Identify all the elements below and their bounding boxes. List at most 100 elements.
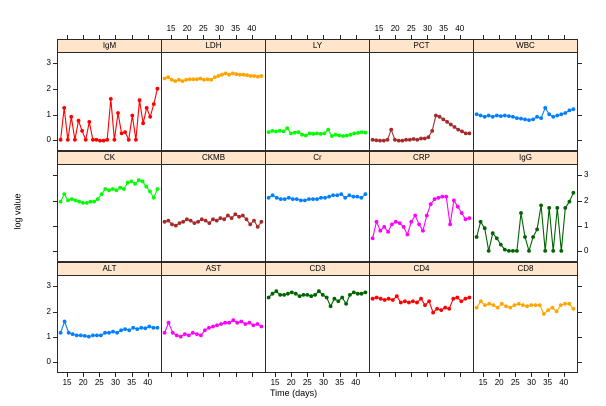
data-point — [133, 182, 137, 186]
x-tick-mark — [219, 373, 221, 377]
data-point — [363, 290, 368, 295]
data-point — [195, 332, 199, 336]
y-tick-mark — [53, 175, 57, 177]
x-tick-label: 35 — [335, 378, 345, 387]
x-tick-mark — [515, 35, 517, 39]
data-point — [203, 218, 208, 223]
y-tick-mark — [53, 89, 57, 90]
data-point — [173, 79, 178, 83]
x-tick-mark — [563, 35, 565, 39]
data-point — [255, 225, 260, 229]
data-point — [178, 334, 183, 339]
data-point — [374, 295, 379, 300]
data-point — [537, 303, 542, 307]
x-tick-mark — [443, 35, 445, 39]
data-point — [463, 296, 468, 301]
y-tick-mark — [578, 251, 582, 253]
data-point — [129, 179, 134, 184]
data-point — [248, 222, 253, 227]
data-point — [413, 213, 418, 218]
data-point — [502, 113, 507, 118]
data-point — [252, 74, 257, 78]
panel-plot-IgG — [473, 164, 578, 262]
data-point — [130, 113, 135, 118]
series-ALT — [58, 319, 160, 339]
data-point — [230, 71, 235, 76]
data-point — [155, 325, 160, 330]
x-tick-mark — [291, 373, 293, 377]
data-point — [166, 320, 171, 325]
x-tick-label: 30 — [319, 378, 328, 387]
data-point — [551, 114, 556, 119]
series-IgG — [474, 190, 576, 253]
data-point — [209, 77, 214, 82]
data-point — [539, 203, 543, 208]
x-tick-label: 40 — [455, 24, 465, 33]
data-point — [531, 117, 535, 122]
data-point — [182, 332, 187, 336]
data-point — [363, 192, 368, 196]
data-point — [339, 192, 344, 196]
data-point — [243, 322, 248, 326]
x-tick-mark — [355, 373, 357, 377]
data-point — [393, 219, 398, 224]
data-point — [270, 129, 275, 133]
panel-title: LY — [312, 41, 323, 50]
x-tick-label: 25 — [198, 24, 208, 33]
data-point — [411, 299, 415, 304]
data-point — [296, 130, 301, 134]
data-point — [385, 137, 390, 142]
data-point — [245, 73, 249, 78]
data-point — [278, 197, 283, 201]
data-point — [91, 137, 95, 142]
data-point — [191, 77, 196, 82]
y-tick-mark — [53, 251, 57, 253]
data-point — [177, 77, 181, 82]
data-point — [394, 294, 399, 299]
data-point — [141, 121, 145, 126]
data-point — [398, 300, 403, 305]
data-point — [555, 113, 560, 118]
data-point — [66, 198, 70, 203]
data-point — [571, 107, 576, 112]
data-point — [303, 198, 307, 203]
x-tick-mark — [531, 373, 533, 377]
x-tick-label: 40 — [247, 24, 257, 33]
data-point — [508, 305, 513, 310]
data-point — [135, 327, 140, 331]
panel-plot-IgM — [57, 52, 162, 151]
data-point — [337, 133, 342, 138]
data-point — [374, 219, 379, 224]
data-point — [498, 114, 503, 118]
data-point — [70, 332, 75, 336]
data-point — [207, 221, 212, 225]
data-point — [203, 328, 207, 333]
data-point — [195, 77, 199, 82]
data-point — [140, 179, 145, 184]
data-point — [404, 137, 408, 142]
y-tick-mark — [578, 114, 582, 116]
x-tick-label: 25 — [510, 378, 520, 387]
data-point — [504, 304, 508, 309]
data-point — [227, 320, 231, 325]
y-tick-mark — [578, 362, 582, 364]
data-point — [463, 217, 468, 222]
data-point — [386, 296, 391, 301]
data-point — [482, 226, 487, 231]
data-point — [430, 129, 435, 133]
data-point — [511, 249, 515, 253]
data-point — [289, 131, 293, 136]
y-axis-label: log value — [12, 193, 23, 230]
data-point — [155, 86, 160, 91]
y-tick-label: 2 — [46, 306, 51, 316]
x-tick-label: 15 — [478, 378, 488, 387]
data-point — [187, 77, 192, 82]
series-LDH — [162, 71, 264, 83]
x-tick-mark — [291, 35, 293, 39]
y-tick-mark — [53, 140, 57, 142]
data-point — [474, 305, 479, 310]
x-tick-mark — [547, 373, 549, 377]
y-tick-mark — [53, 200, 57, 202]
data-point — [91, 333, 95, 338]
series-line-AST — [164, 319, 262, 338]
